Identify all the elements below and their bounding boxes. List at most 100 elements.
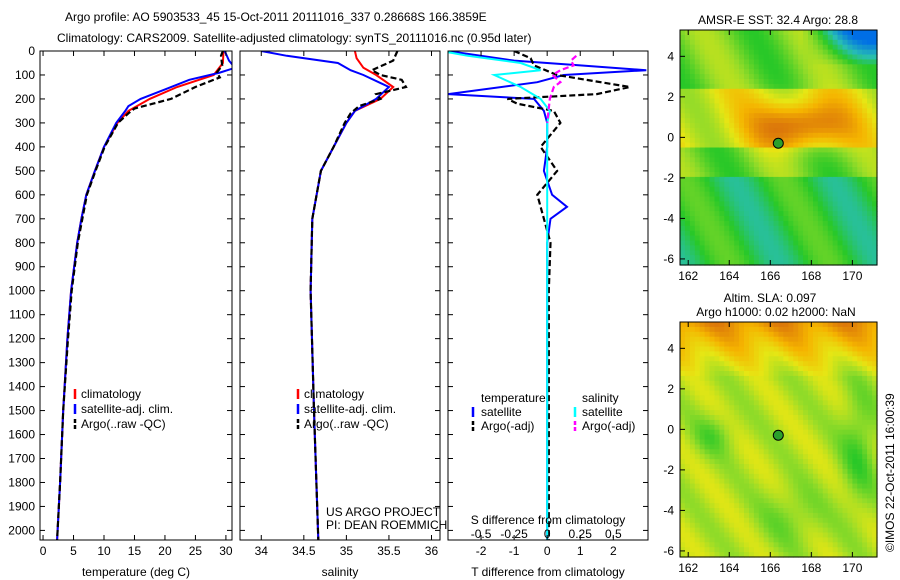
- map-cell: [724, 547, 730, 553]
- map-cell: [758, 216, 765, 222]
- map-cell: [758, 449, 765, 455]
- map-cell: [680, 395, 686, 401]
- map-cell: [739, 157, 745, 163]
- map-cell: [827, 419, 834, 426]
- map-cell: [852, 395, 858, 401]
- map-cell: [694, 54, 701, 60]
- map-cell: [739, 79, 745, 85]
- map-cell: [827, 512, 834, 519]
- map-cell: [872, 245, 878, 251]
- map-cell: [852, 88, 858, 95]
- map-cell: [832, 449, 839, 455]
- map-cell: [837, 152, 844, 158]
- map-cell: [714, 93, 720, 100]
- map-cell: [817, 191, 824, 198]
- map-cell: [744, 39, 750, 46]
- map-cell: [768, 69, 775, 75]
- map-cell: [837, 331, 844, 338]
- map-cell: [699, 152, 706, 158]
- map-cell: [739, 351, 745, 357]
- map-cell: [694, 44, 701, 51]
- map-cell: [729, 503, 735, 509]
- map-cell: [808, 517, 814, 524]
- map-cell: [847, 336, 853, 343]
- map-cell: [739, 532, 745, 538]
- map-cell: [803, 395, 809, 401]
- map-cell: [739, 547, 745, 553]
- series-line-s-satellite: [448, 51, 551, 540]
- map-cell: [753, 88, 760, 95]
- x-tick-label: 0: [544, 544, 551, 558]
- map-cell: [694, 454, 701, 460]
- map-cell: [729, 424, 735, 431]
- map-cell: [763, 488, 770, 494]
- map-cell: [699, 240, 706, 246]
- map-cell: [798, 93, 804, 100]
- map-cell: [822, 322, 829, 328]
- map-cell: [847, 250, 853, 256]
- map-cell: [862, 44, 868, 51]
- map-cell: [817, 434, 824, 441]
- map-cell: [689, 176, 696, 183]
- map-cell: [813, 196, 819, 202]
- map-cell: [704, 167, 711, 173]
- map-cell: [699, 137, 706, 144]
- map-cell: [689, 181, 696, 188]
- map-cell: [857, 464, 863, 470]
- map-cell: [699, 459, 706, 465]
- map-cell: [729, 508, 735, 514]
- map-cell: [719, 30, 725, 36]
- map-cell: [842, 508, 848, 514]
- map-cell: [857, 44, 863, 51]
- map-cell: [719, 341, 725, 348]
- map-cell: [719, 79, 725, 85]
- map-cell: [872, 459, 878, 465]
- map-cell: [749, 341, 755, 348]
- map-cell: [763, 49, 770, 56]
- map-cell: [793, 415, 799, 421]
- map-cell: [832, 498, 839, 504]
- map-cell: [857, 468, 863, 475]
- map-cell: [783, 201, 789, 207]
- map-cell: [842, 326, 848, 333]
- map-cell: [768, 240, 775, 246]
- map-cell: [813, 127, 819, 134]
- map-cell: [763, 74, 770, 80]
- map-cell: [699, 74, 706, 80]
- map-cell: [714, 30, 720, 36]
- map-cell: [813, 532, 819, 538]
- map-cell: [862, 478, 868, 485]
- map-cell: [758, 54, 765, 60]
- map-cell: [842, 512, 848, 519]
- map-cell: [808, 137, 814, 144]
- map-cell: [842, 186, 848, 193]
- map-cell: [680, 142, 686, 149]
- map-cell: [694, 371, 701, 377]
- map-cell: [758, 488, 765, 494]
- map-cell: [729, 176, 735, 183]
- map-cell: [793, 375, 799, 382]
- map-cell: [837, 415, 844, 421]
- map-cell: [719, 508, 725, 514]
- map-cell: [842, 400, 848, 406]
- map-cell: [719, 434, 725, 441]
- map-cell: [684, 326, 691, 333]
- map-cell: [768, 473, 775, 480]
- map-cell: [817, 439, 824, 445]
- map-cell: [817, 54, 824, 60]
- map-cell: [753, 478, 760, 485]
- map-cell: [724, 88, 730, 95]
- map-cell: [852, 322, 858, 328]
- x-tick-label: 36: [425, 544, 439, 558]
- map-cell: [734, 167, 740, 173]
- map-cell: [749, 225, 755, 232]
- map-cell: [763, 147, 770, 153]
- map-cell: [689, 157, 696, 163]
- map-cell: [803, 508, 809, 514]
- map-cell: [788, 176, 794, 183]
- map-cell: [832, 142, 839, 149]
- map-cell: [837, 225, 844, 232]
- map-cell: [788, 478, 794, 485]
- map-cell: [822, 517, 829, 524]
- map-cell: [763, 69, 770, 75]
